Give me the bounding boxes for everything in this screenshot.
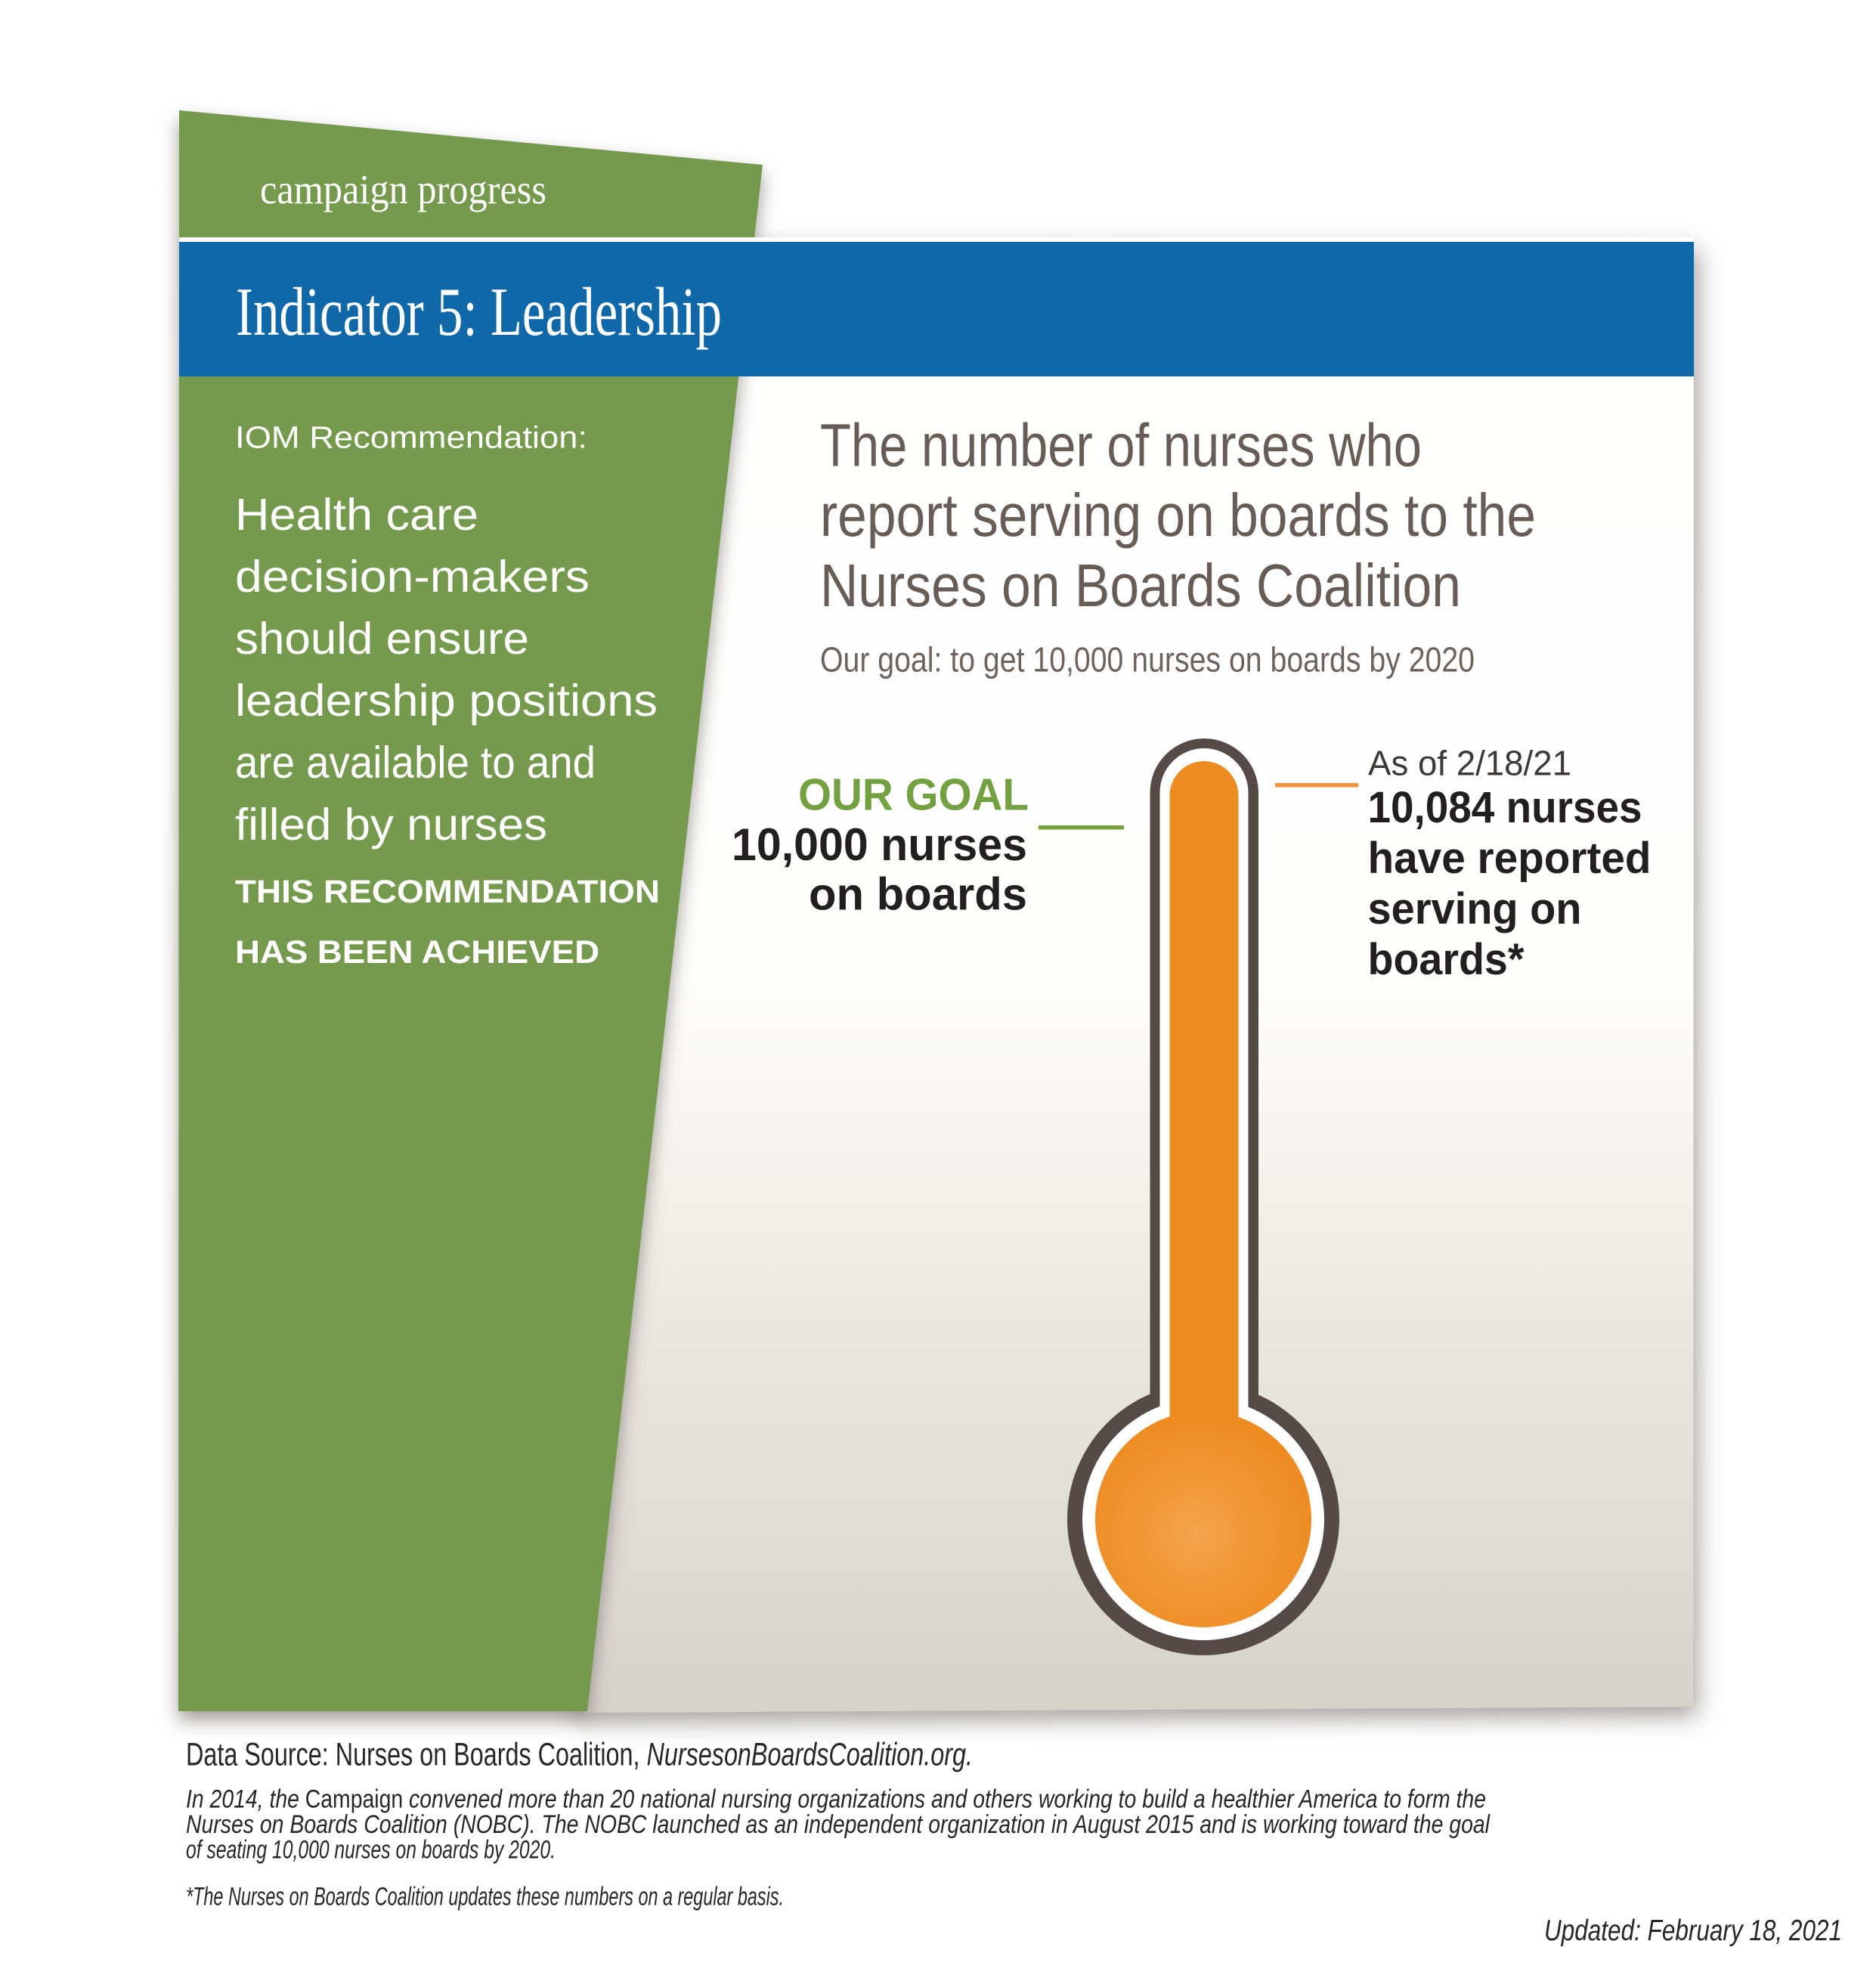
svg-text:Indicator 5: Leadership: Indicator 5: Leadership xyxy=(236,274,722,350)
svg-text:IOM Recommendation:: IOM Recommendation: xyxy=(235,420,587,455)
svg-text:Nurses on Boards Coalition (NO: Nurses on Boards Coalition (NOBC). The N… xyxy=(186,1810,1491,1839)
svg-text:Nurses on Boards Coalition: Nurses on Boards Coalition xyxy=(820,552,1461,619)
svg-text:leadership positions: leadership positions xyxy=(235,676,658,726)
svg-text:As of 2/18/21: As of 2/18/21 xyxy=(1368,744,1571,783)
svg-text:campaign progress: campaign progress xyxy=(260,166,546,212)
svg-text:The number of nurses who: The number of nurses who xyxy=(820,411,1422,478)
svg-text:OUR GOAL: OUR GOAL xyxy=(798,770,1029,820)
svg-text:on boards: on boards xyxy=(809,868,1027,920)
svg-text:should ensure: should ensure xyxy=(235,614,529,664)
svg-text:Data Source: Nurses on Boards: Data Source: Nurses on Boards Coalition,… xyxy=(186,1738,973,1773)
svg-text:*The Nurses on Boards Coalitio: *The Nurses on Boards Coalition updates … xyxy=(186,1883,784,1912)
svg-text:10,000 nurses: 10,000 nurses xyxy=(732,819,1027,870)
svg-text:In 2014, the Campaign convened: In 2014, the Campaign convened more than… xyxy=(186,1785,1486,1814)
svg-text:10,084 nurses: 10,084 nurses xyxy=(1368,783,1642,832)
svg-text:serving on: serving on xyxy=(1368,884,1582,933)
svg-text:Health care: Health care xyxy=(235,490,478,540)
svg-text:have reported: have reported xyxy=(1368,834,1652,883)
svg-text:Updated: February 18, 2021: Updated: February 18, 2021 xyxy=(1544,1915,1842,1947)
svg-text:boards*: boards* xyxy=(1368,935,1525,984)
svg-text:report serving on boards to th: report serving on boards to the xyxy=(820,481,1536,549)
svg-text:of seating 10,000 nurses on bo: of seating 10,000 nurses on boards by 20… xyxy=(186,1836,556,1865)
svg-text:THIS RECOMMENDATION: THIS RECOMMENDATION xyxy=(235,874,660,910)
svg-text:Our goal: to get 10,000 nurses: Our goal: to get 10,000 nurses on boards… xyxy=(820,639,1475,679)
svg-text:decision-makers: decision-makers xyxy=(235,552,590,602)
svg-text:are available to and: are available to and xyxy=(235,738,596,788)
svg-text:HAS BEEN ACHIEVED: HAS BEEN ACHIEVED xyxy=(235,934,599,971)
svg-text:filled by nurses: filled by nurses xyxy=(235,800,547,850)
